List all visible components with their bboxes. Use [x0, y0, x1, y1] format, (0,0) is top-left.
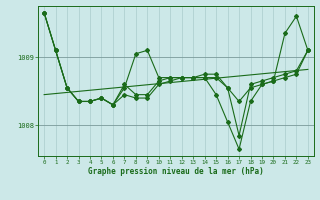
X-axis label: Graphe pression niveau de la mer (hPa): Graphe pression niveau de la mer (hPa) [88, 167, 264, 176]
